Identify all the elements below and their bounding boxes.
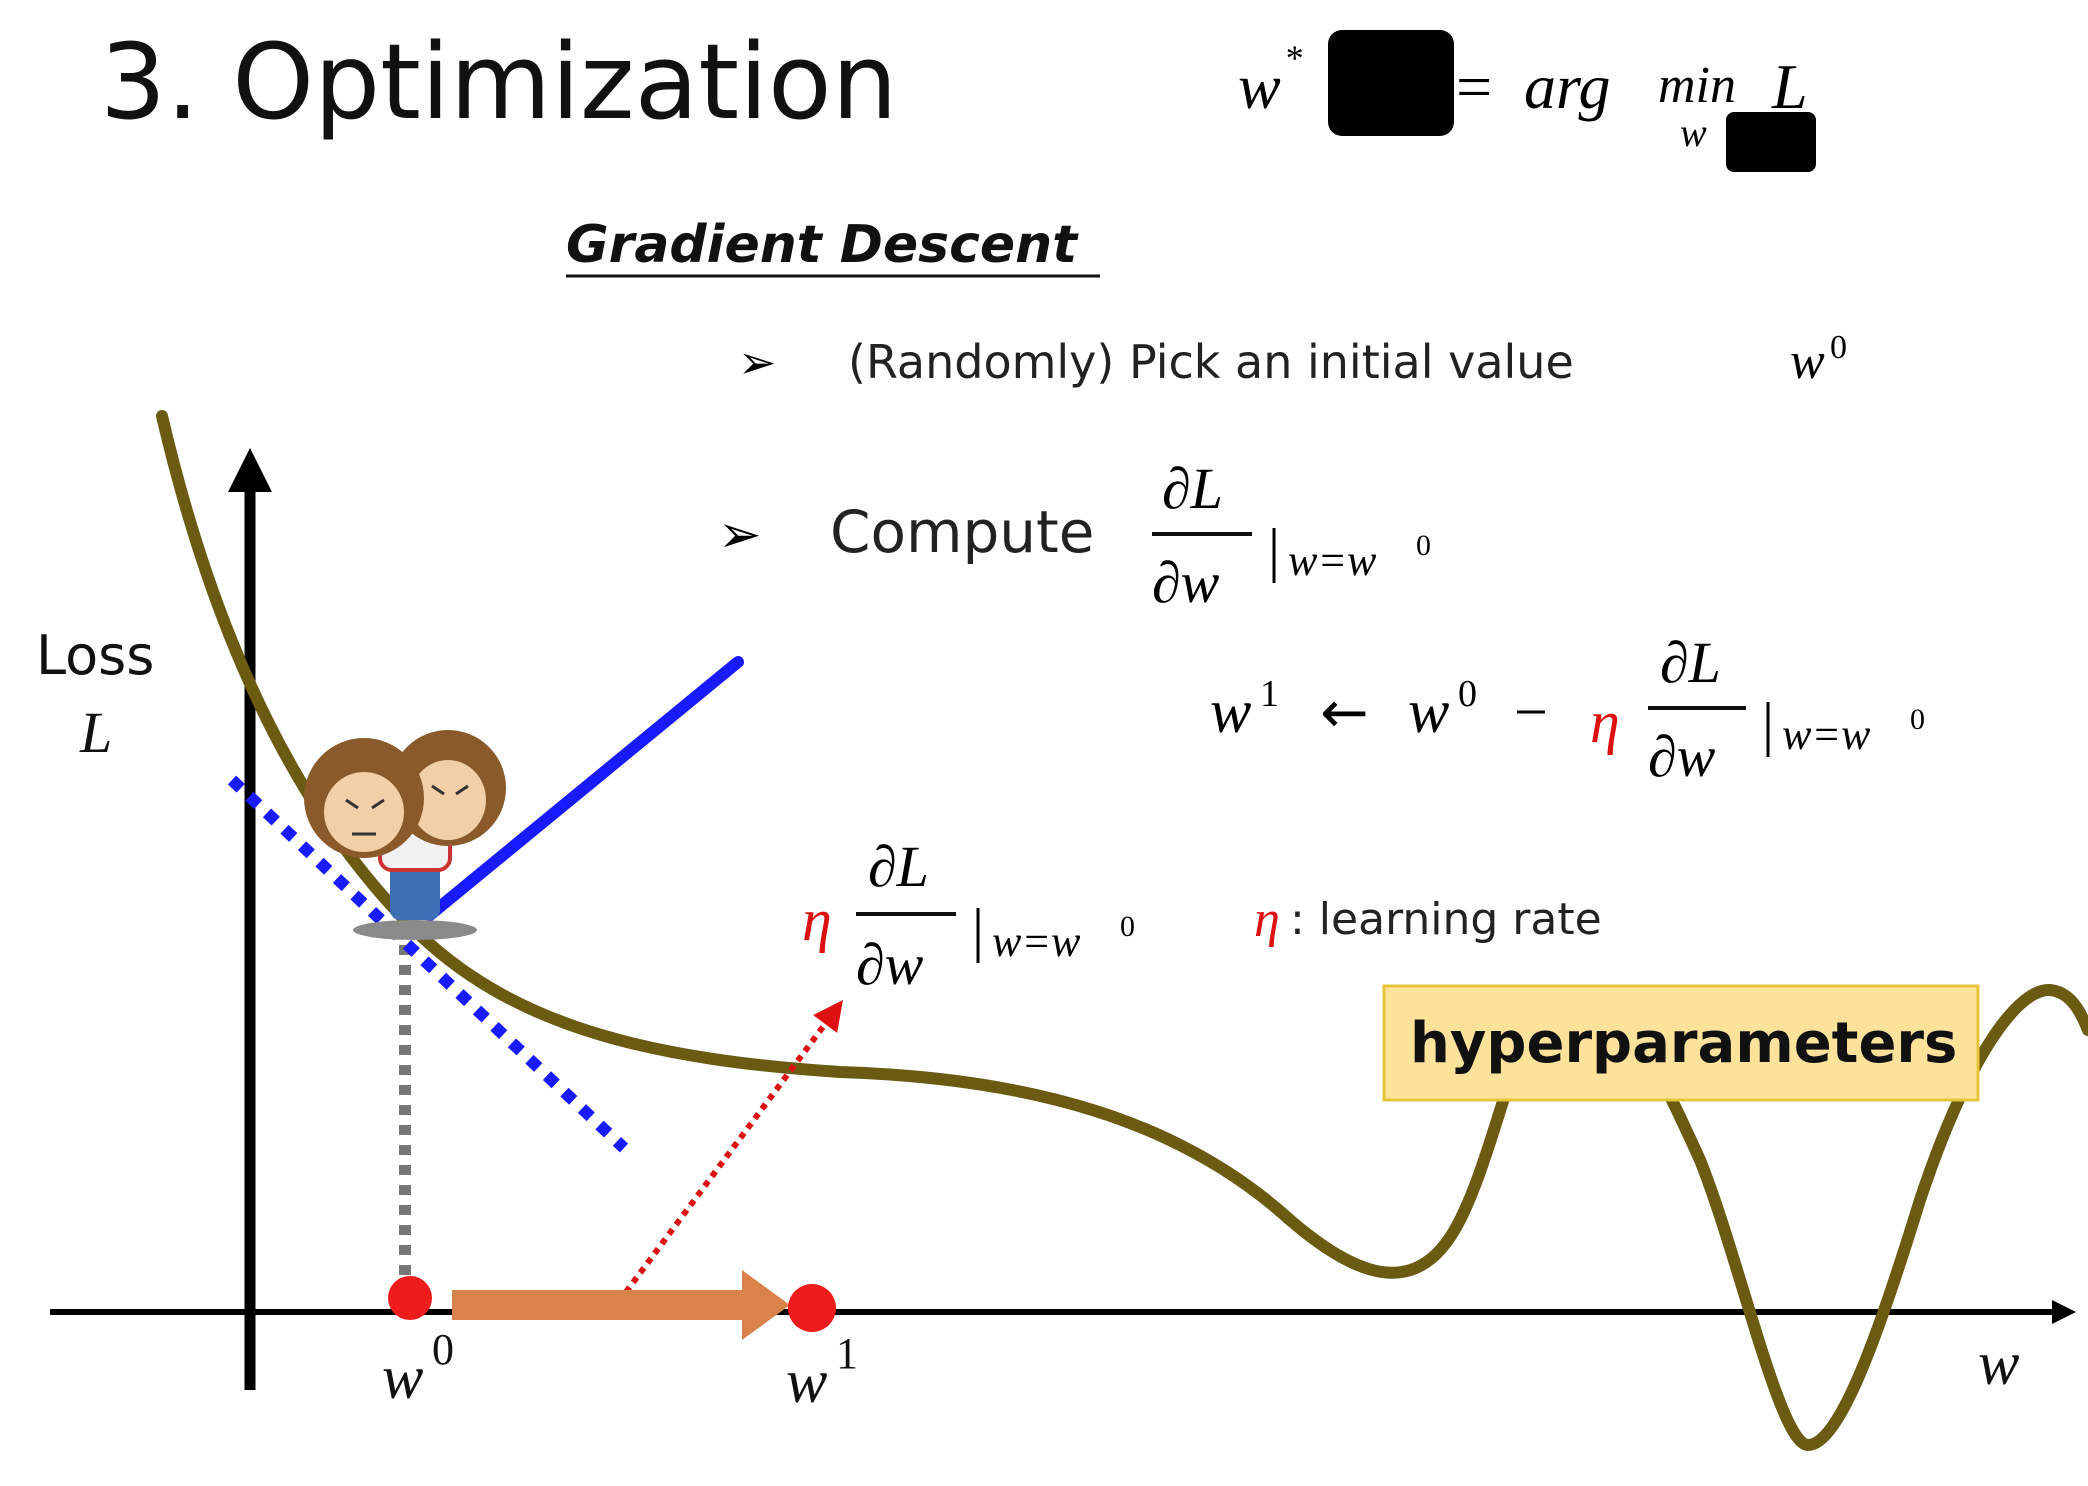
eval-subscript-sup: 0 — [1120, 910, 1135, 943]
step-arrow — [452, 1270, 790, 1340]
eval-subscript: w=w — [1288, 536, 1377, 585]
update-lhs-sup: 1 — [1260, 673, 1279, 715]
eval-subscript-sup: 0 — [1416, 529, 1431, 562]
redaction-block — [1726, 112, 1816, 172]
objective-lhs: w — [1238, 51, 1281, 122]
fraction-numerator: ∂L — [1162, 456, 1223, 521]
eval-bar: | — [1762, 691, 1774, 757]
learning-rate-legend: η : learning rate — [1254, 891, 1602, 948]
point-w1 — [788, 1284, 836, 1332]
fraction-denominator: ∂w — [1648, 724, 1716, 789]
objective-lhs-sup: * — [1284, 38, 1302, 78]
hyperparameters-callout: hyperparameters — [1382, 984, 1980, 1102]
step-eta: η — [802, 887, 832, 953]
fraction-numerator: ∂L — [868, 834, 929, 899]
tangent-line — [227, 775, 629, 1153]
w1-label: w — [786, 1348, 827, 1416]
loss-curve — [156, 410, 2088, 1452]
bullet-var-sup: 0 — [1830, 329, 1847, 366]
bullet-text: (Randomly) Pick an initial value — [848, 335, 1574, 389]
fraction-numerator: ∂L — [1660, 630, 1721, 695]
bullet-marker: ➢ — [738, 335, 777, 389]
hyperparameters-label: hyperparameters — [1410, 1011, 1957, 1076]
eval-subscript: w=w — [992, 917, 1081, 966]
cartoon-characters-icon — [304, 730, 506, 940]
w0-label: w — [382, 1344, 423, 1412]
update-minus: − — [1514, 679, 1548, 745]
y-axis-label-line1: Loss — [36, 624, 154, 687]
point-w0 — [388, 1276, 432, 1320]
w1-label-sup: 1 — [836, 1329, 858, 1378]
objective-min-sub: w — [1680, 110, 1707, 155]
objective-arg: arg — [1524, 51, 1611, 122]
objective-equals: = — [1452, 51, 1495, 122]
eval-subscript-sup: 0 — [1910, 703, 1925, 736]
update-lhs: w — [1210, 678, 1251, 746]
update-rhs-sup: 0 — [1458, 673, 1477, 715]
update-rhs: w — [1408, 678, 1449, 746]
update-eta: η — [1590, 689, 1620, 755]
bullet-compute: ➢ Compute ∂L ∂w | w=w 0 — [718, 456, 1431, 615]
eval-bar: | — [972, 897, 984, 963]
bullet-pick-initial: ➢ (Randomly) Pick an initial value w 0 — [738, 329, 1847, 390]
objective-min: min — [1658, 57, 1736, 114]
legend-eta: η — [1254, 891, 1280, 948]
x-axis-label: w — [1978, 1330, 2019, 1398]
objective-formula: w * = arg min w L — [1238, 30, 1816, 172]
w0-label-sup: 0 — [432, 1325, 454, 1374]
update-arrow: ← — [1320, 678, 1369, 746]
fraction-denominator: ∂w — [1152, 550, 1220, 615]
redaction-block — [1328, 30, 1454, 136]
y-axis-label-line2: L — [79, 700, 112, 765]
update-rule: w 1 ← w 0 − η ∂L ∂w | w=w 0 — [1210, 630, 1925, 789]
bullet-text: Compute — [830, 498, 1094, 566]
fraction-denominator: ∂w — [856, 932, 924, 997]
objective-loss: L — [1771, 51, 1808, 122]
eval-bar: | — [1268, 517, 1280, 583]
section-heading: Gradient Descent — [566, 215, 1079, 275]
bullet-marker: ➢ — [718, 505, 762, 565]
page-title: 3. Optimization — [100, 21, 898, 143]
bullet-var: w — [1790, 333, 1825, 390]
learning-rate-label: : learning rate — [1290, 894, 1602, 945]
step-direction-arrow — [623, 999, 843, 1294]
slope-line — [424, 656, 744, 921]
eval-subscript: w=w — [1782, 710, 1871, 759]
step-size-label: η ∂L ∂w | w=w 0 — [802, 834, 1135, 997]
